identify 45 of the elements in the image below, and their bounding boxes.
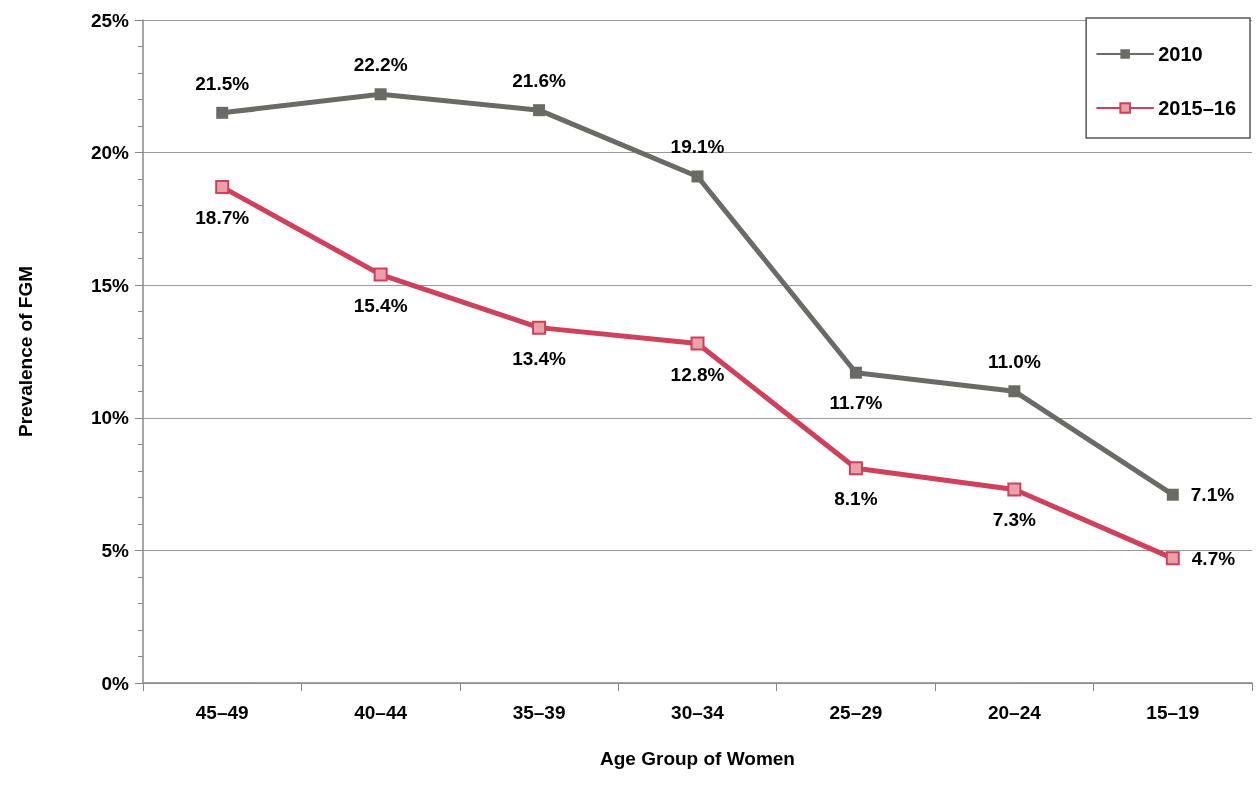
- data-label: 4.7%: [1191, 547, 1236, 569]
- x-tick-label: 30–34: [671, 702, 725, 723]
- x-tick-label: 45–49: [195, 702, 249, 723]
- point: [216, 106, 229, 119]
- y-tick-label: 10%: [90, 407, 130, 429]
- data-label: 11.0%: [987, 351, 1041, 373]
- point: [374, 88, 387, 101]
- point: [373, 267, 388, 282]
- point: [1008, 385, 1021, 398]
- data-label: 8.1%: [834, 488, 878, 510]
- y-tick-label: 5%: [101, 539, 130, 561]
- x-tick-label: 20–24: [987, 702, 1042, 723]
- data-label: 7.3%: [992, 509, 1037, 531]
- data-label: 15.4%: [353, 294, 408, 316]
- point: [690, 336, 705, 351]
- data-label: 19.1%: [670, 136, 725, 158]
- data-label: 11.7%: [829, 391, 883, 413]
- point: [532, 320, 547, 335]
- legend-label: 2010: [1158, 43, 1203, 65]
- data-label: 7.1%: [1190, 484, 1235, 506]
- data-label: 12.8%: [670, 363, 725, 385]
- data-label: 21.6%: [512, 70, 567, 92]
- point: [849, 366, 862, 379]
- x-axis-title: Age Group of Women: [600, 748, 795, 769]
- data-label: 21.5%: [195, 72, 250, 94]
- point: [1007, 482, 1022, 497]
- y-tick-label: 0%: [101, 672, 130, 694]
- data-label: 18.7%: [195, 207, 250, 229]
- point: [1165, 551, 1180, 566]
- y-tick-label: 25%: [90, 9, 130, 31]
- legend-label: 2015–16: [1158, 97, 1237, 119]
- point: [691, 170, 704, 183]
- x-tick-label: 40–44: [354, 702, 408, 723]
- point: [215, 180, 230, 195]
- point: [1166, 488, 1179, 501]
- data-label: 13.4%: [512, 347, 567, 369]
- y-tick-label: 20%: [90, 142, 130, 164]
- point: [848, 461, 863, 476]
- x-tick-label: 15–19: [1146, 702, 1200, 723]
- y-axis-title: Prevalence of FGM: [15, 265, 36, 438]
- y-tick-label: 15%: [90, 274, 130, 296]
- data-label: 22.2%: [353, 54, 408, 76]
- x-tick-label: 25–29: [829, 702, 883, 723]
- point: [533, 104, 546, 117]
- x-tick-label: 35–39: [512, 702, 566, 723]
